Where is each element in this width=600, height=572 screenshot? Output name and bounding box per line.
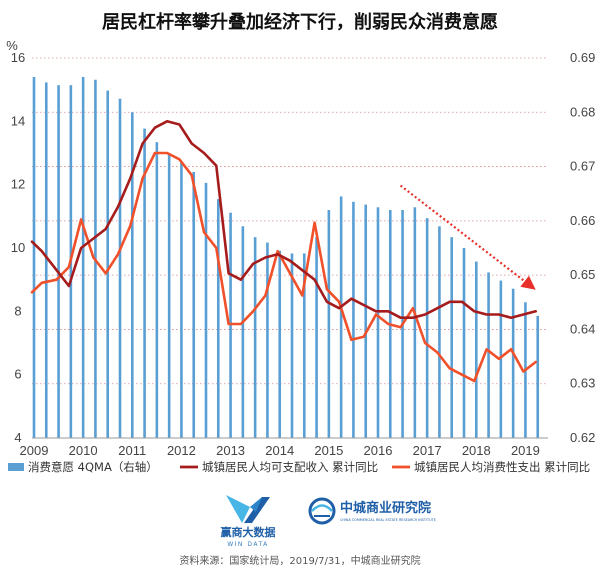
bar — [413, 207, 417, 438]
left-axis-tick-label: 6 — [14, 367, 21, 382]
bar — [327, 210, 331, 438]
bar — [290, 253, 294, 438]
bar — [450, 237, 454, 438]
bar — [143, 128, 146, 439]
left-axis-tick-label: 12 — [11, 177, 25, 192]
bar — [302, 253, 306, 438]
bar — [438, 226, 441, 438]
bar — [376, 207, 380, 438]
bar — [278, 250, 282, 438]
bar — [487, 272, 490, 438]
right-axis-tick-label: 0.65 — [570, 267, 595, 282]
legend: 消费意愿 4QMA（右轴） 城镇居民人均可支配收入 累计同比 城镇居民人均消费性支出… — [8, 460, 590, 474]
right-axis-tick-label: 0.66 — [570, 213, 595, 228]
bar-series — [32, 77, 540, 439]
bar — [32, 77, 36, 438]
bar — [180, 161, 183, 438]
bar — [167, 153, 171, 438]
right-axis-tick-label: 0.69 — [570, 50, 595, 65]
bar — [364, 204, 368, 438]
bar — [536, 315, 540, 438]
x-axis-tick-label: 2011 — [118, 443, 146, 458]
bar — [57, 85, 60, 439]
bar — [229, 212, 232, 438]
source-note: 资料来源：国家统计局，2019/7/31，中城商业研究院 — [179, 556, 421, 567]
bar — [118, 98, 122, 438]
bar — [511, 288, 515, 438]
institute-logo-name: 中城商业研究院 — [340, 500, 431, 516]
bar — [266, 242, 269, 438]
bar — [204, 182, 208, 438]
x-axis-tick-label: 2009 — [20, 443, 49, 458]
right-axis-tick-label: 0.62 — [570, 430, 595, 445]
x-axis-tick-label: 2014 — [265, 443, 294, 458]
legend-swatch-bars — [8, 463, 24, 471]
left-axis-tick-label: 8 — [14, 303, 21, 318]
win-data-logo-sub: WIN DATA — [227, 541, 269, 548]
chart-title: 居民杠杆率攀升叠加经济下行，削弱民众消费意愿 — [102, 12, 498, 33]
axes: 4 6 8 10 12 14 16% 0.62 0.63 0.64 0.65 0.66 0.67 0.68… — [6, 38, 595, 458]
right-axis-tick-label: 0.67 — [570, 159, 595, 174]
bar — [192, 172, 196, 438]
legend-label-bars: 消费意愿 4QMA（右轴） — [28, 460, 158, 474]
x-axis-tick-label: 2017 — [413, 443, 442, 458]
left-axis-tick-label: 14 — [11, 113, 25, 128]
x-axis-tick-label: 2015 — [314, 443, 343, 458]
trend-arrow-head — [520, 275, 536, 290]
bar — [44, 82, 48, 438]
left-axis-tick-label: 16 — [11, 50, 25, 65]
bar — [241, 226, 245, 438]
bar — [315, 237, 318, 438]
x-axis-tick-label: 2016 — [364, 443, 393, 458]
bar — [130, 112, 134, 439]
bar — [155, 142, 159, 438]
bar — [81, 77, 85, 438]
left-axis-tick-label: 10 — [11, 240, 25, 255]
legend-label-spending: 城镇居民人均消费性支出 累计同比 — [414, 460, 590, 474]
win-data-logo: 赢商大数据 WIN DATA — [221, 495, 276, 548]
bar — [474, 261, 478, 438]
right-axis-tick-label: 0.63 — [570, 376, 595, 391]
bar — [425, 218, 429, 438]
line-series — [30, 120, 537, 383]
spending-line — [30, 151, 537, 383]
bar — [339, 196, 343, 438]
institute-logo-sub: CHINA COMMERCIAL REAL ESTATE RESEARCH IN… — [340, 518, 436, 522]
bar — [499, 280, 503, 438]
bar — [253, 237, 257, 438]
legend-label-income: 城镇居民人均可支配收入 累计同比 — [202, 460, 378, 474]
trend-arrow-shaft — [399, 184, 526, 283]
bar — [352, 201, 355, 438]
left-axis-unit: % — [6, 38, 18, 53]
right-axis-tick-label: 0.64 — [570, 321, 595, 336]
x-axis-tick-label: 2013 — [216, 443, 245, 458]
left-axis-tick-label: 4 — [14, 430, 21, 445]
x-axis-tick-label: 2010 — [69, 443, 98, 458]
right-axis-tick-label: 0.68 — [570, 104, 595, 119]
research-institute-logo: 中城商业研究院 CHINA COMMERCIAL REAL ESTATE RES… — [308, 497, 436, 525]
x-axis-tick-label: 2019 — [511, 443, 540, 458]
income-line — [30, 120, 537, 319]
bar — [216, 199, 220, 438]
x-axis-tick-label: 2012 — [167, 443, 196, 458]
win-data-logo-name: 赢商大数据 — [221, 525, 276, 539]
x-axis-tick-label: 2018 — [462, 443, 491, 458]
bar — [462, 248, 466, 438]
trend-arrow — [399, 184, 536, 290]
bar — [106, 90, 110, 439]
